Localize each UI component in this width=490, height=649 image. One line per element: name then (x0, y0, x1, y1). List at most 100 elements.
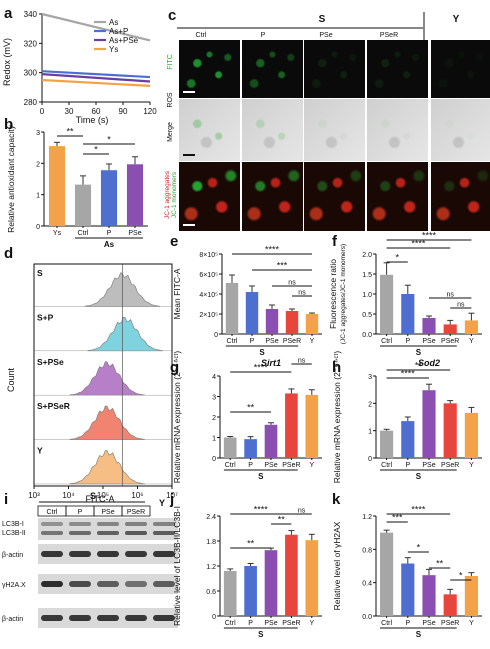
panel-b-letter: b (4, 116, 13, 133)
panel-j-bar (285, 534, 298, 616)
panel-a-ytick-label: 340 (24, 10, 38, 19)
panel-a-legend-label: Ys (109, 45, 118, 54)
panel-b-bar (74, 184, 92, 226)
scale-bar (183, 154, 195, 156)
panel-i-band (125, 522, 147, 526)
panel-h-group-label: S (416, 472, 422, 481)
panel-e-bar (245, 292, 259, 334)
panel-k-xtick-label: PSeR (441, 620, 459, 627)
panel-i-band (69, 615, 91, 621)
panel-h-xtick-label: Ctrl (381, 462, 392, 469)
panel-e-ytick-label: 6×10⁵ (199, 272, 218, 279)
panel-a-xtick-label: 0 (40, 107, 45, 116)
panel-g-bar (223, 437, 237, 458)
panel-a-xtick-label: 30 (65, 107, 74, 116)
panel-d-row-label: S (37, 268, 43, 278)
panel-d-row-label: Y (37, 446, 43, 456)
panel-k-ytick-label: 0.0 (362, 614, 372, 621)
panel-i-band (69, 522, 91, 526)
panel-f-ytick-label: 1.0 (362, 292, 372, 299)
panel-i-blot-label: γH2A.X (2, 582, 26, 589)
panel-a-ytick-label: 300 (24, 69, 38, 78)
panel-b-sig-label: * (107, 135, 111, 145)
panel-h-ytick-label: 3 (368, 374, 372, 381)
micrograph-grid (179, 40, 490, 235)
panel-j-ytick-label: 0.6 (206, 589, 216, 596)
panel-i-band (125, 615, 147, 621)
panel-e-ytick-label: 4×10⁵ (199, 292, 218, 299)
panel-f-ylabel-sub: (JC-1 aggregates/JC-1 monomers) (340, 244, 347, 344)
panel-e-ytick-label: 2×10⁵ (199, 312, 218, 319)
panel-j-group-label: S (258, 630, 264, 639)
panel-f-sig-label: * (395, 253, 399, 263)
panel-g-ylabel: Relative mRNA expression (2⁻ᐞᐞᶜᵗ) (172, 351, 182, 484)
panel-e-sig-label: *** (277, 261, 288, 271)
panel-k-ytick-label: 0.8 (362, 547, 372, 554)
panel-k-sig-label: **** (411, 505, 426, 515)
panel-d-xtick-label: 10⁴ (62, 491, 75, 500)
panel-g-bar-chart: g Sirt1 Relative mRNA expression (2⁻ᐞᐞᶜᵗ) 0… (170, 351, 322, 483)
panel-d-row-label: S+P (37, 312, 54, 322)
panel-g-sig-label: ** (247, 403, 255, 413)
panel-i-lane-label: Ctrl (47, 509, 58, 516)
panel-j-xtick-label: PSe (264, 620, 277, 627)
panel-h-letter: h (332, 359, 341, 376)
panel-b-sig-label: ** (66, 127, 74, 137)
panel-b-ytick-label: 3 (36, 130, 40, 137)
panel-i-lane-box (121, 505, 151, 517)
panel-f-ytick-label: 0.0 (362, 332, 372, 339)
micrograph-fitc (241, 40, 303, 98)
panel-i-band (125, 551, 147, 557)
panel-a-legend-label: As+PSe (109, 36, 139, 45)
panel-i-band (97, 551, 119, 557)
panel-i-blot-strip (38, 518, 178, 540)
panel-d-xtick-label: 10⁶ (131, 491, 143, 500)
panel-g-sig-label: **** (254, 363, 269, 373)
panel-k-group-label: S (416, 630, 422, 639)
panel-j-sig-label: ** (247, 539, 255, 549)
panel-i-group-y: Y (159, 498, 165, 508)
panel-g-bar (285, 393, 298, 458)
panel-k-bar (401, 563, 415, 616)
panel-b-ytick-label: 1 (36, 193, 40, 200)
panel-k-xtick-label: Ctrl (381, 620, 392, 627)
panel-i-band (97, 581, 119, 587)
panel-f-xtick-label: PSe (422, 338, 435, 345)
panel-f-bar (422, 318, 436, 334)
panel-h-ytick-label: 2 (368, 401, 372, 408)
panel-f-letter: f (332, 233, 338, 250)
panel-e-ylabel: Mean FITC-A (172, 268, 182, 319)
panel-i-band (69, 581, 91, 587)
panel-j-ytick-label: 0 (212, 614, 216, 621)
panel-i-lane-label: PSeR (127, 509, 145, 516)
panel-g-ytick-label: 1 (212, 436, 216, 443)
panel-e-bar (265, 309, 279, 334)
panel-k-letter: k (332, 491, 341, 508)
panel-j-xtick-label: PSeR (282, 620, 300, 627)
panel-d-row-label: S+PSe (37, 357, 64, 367)
panel-j-letter: j (169, 491, 174, 508)
panel-k-sig-label: * (417, 543, 421, 553)
panel-e-sig-label: ns (288, 280, 296, 287)
panel-b-group-label: As (104, 240, 115, 249)
panel-h-bar (422, 390, 436, 458)
panel-i-band (153, 581, 175, 587)
panel-h-bar (380, 430, 394, 458)
panel-a-series-line (41, 78, 151, 87)
panel-i-band (125, 581, 147, 587)
panel-k-xtick-label: P (405, 620, 410, 627)
panel-k-ytick-label: 1.2 (362, 514, 372, 521)
panel-k-ytick-label: 0.4 (362, 581, 372, 588)
panel-d-row-label: S+PSeR (37, 401, 70, 411)
panel-a-xtick-label: 120 (143, 107, 157, 116)
panel-e-ytick-label: 0 (214, 332, 218, 339)
panel-i-band (69, 531, 91, 535)
panel-a-legend-label: As (109, 18, 118, 27)
panel-h-ytick-label: 1 (368, 429, 372, 436)
panel-f-sig-label: **** (422, 231, 437, 241)
panel-k-bar-chart: k Relative level of γH2AX 0.0 0.4 0.8 1.2 Ctrl… (332, 491, 482, 639)
panel-h-xtick-label: PSe (422, 462, 435, 469)
panel-d-histograms: d Count FITC-A S S+P S+PSe S+PSeR Y 10³ 10⁴ 10⁵… (4, 245, 178, 504)
panel-g-xtick-label: P (248, 462, 253, 469)
